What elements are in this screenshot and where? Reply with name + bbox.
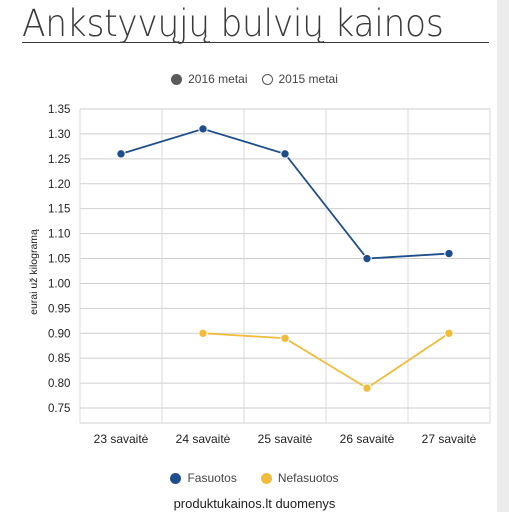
y-tick-label: 1.25 — [48, 154, 70, 166]
data-point-series-1[interactable] — [444, 328, 454, 338]
y-tick-label: 1.05 — [48, 254, 70, 266]
year-legend: 2016 metai 2015 metai — [0, 72, 509, 86]
data-point-series-1[interactable] — [280, 333, 290, 343]
data-source-note: produktukainos.lt duomenys — [173, 496, 336, 511]
data-point-series-0[interactable] — [116, 149, 126, 159]
chart-grid — [79, 108, 491, 424]
y-tick-label: 1.15 — [48, 204, 70, 216]
right-edge-strip — [497, 0, 509, 512]
fasuotos-dot-icon — [170, 472, 182, 484]
hollow-circle-icon — [261, 73, 273, 85]
x-tick-label: 24 savaitė — [176, 432, 231, 446]
data-point-series-0[interactable] — [280, 149, 290, 159]
data-point-series-0[interactable] — [444, 248, 454, 259]
y-tick-label: 0.90 — [48, 328, 70, 340]
y-axis-ticks: 0.75 0.80 0.85 0.90 0.95 1.00 1.05 1.10 1.15 1.20… — [48, 104, 70, 415]
page-title: Ankstyvųjų bulvių kainos — [22, 2, 444, 45]
data-point-series-0[interactable] — [198, 124, 208, 134]
y-tick-label: 1.30 — [48, 129, 70, 141]
data-point-series-0[interactable] — [362, 253, 372, 264]
legend-label-2016: 2016 metai — [188, 72, 248, 86]
x-tick-label: 23 savaitė — [94, 432, 149, 446]
y-tick-label: 0.95 — [48, 303, 70, 315]
y-tick-label: 0.80 — [48, 378, 70, 390]
title-divider — [22, 42, 489, 43]
y-tick-label: 0.75 — [48, 403, 70, 415]
data-point-series-1[interactable] — [362, 383, 372, 393]
series-line-0 — [120, 127, 450, 260]
y-tick-label: 1.10 — [48, 229, 70, 241]
x-tick-label: 27 savaitė — [422, 432, 477, 446]
y-axis-label: eurai už kilogramą — [28, 229, 40, 315]
x-tick-label: 26 savaitė — [340, 432, 395, 446]
filled-circle-icon — [171, 73, 183, 85]
legend-item-fasuotos[interactable]: Fasuotos — [170, 471, 237, 485]
legend-item-2016[interactable]: 2016 metai — [171, 72, 248, 86]
y-tick-label: 1.35 — [48, 104, 70, 116]
legend-item-2015[interactable]: 2015 metai — [261, 72, 338, 86]
x-tick-label: 25 savaitė — [258, 432, 313, 446]
series-points — [116, 124, 454, 393]
legend-label-fasuotos: Fasuotos — [187, 471, 237, 485]
legend-label-2015: 2015 metai — [278, 72, 338, 86]
series-legend: Fasuotos Nefasuotos — [0, 471, 509, 485]
y-tick-label: 1.00 — [48, 278, 70, 290]
data-point-series-1[interactable] — [198, 328, 208, 338]
legend-item-nefasuotos[interactable]: Nefasuotos — [260, 471, 339, 485]
y-tick-label: 0.85 — [48, 353, 70, 365]
legend-label-nefasuotos: Nefasuotos — [277, 471, 339, 485]
nefasuotos-dot-icon — [260, 472, 272, 484]
x-axis-ticks: 23 savaitė 24 savaitė 25 savaitė 26 savaitė… — [94, 432, 477, 446]
y-tick-label: 1.20 — [48, 179, 70, 191]
series-line-1 — [202, 332, 450, 390]
